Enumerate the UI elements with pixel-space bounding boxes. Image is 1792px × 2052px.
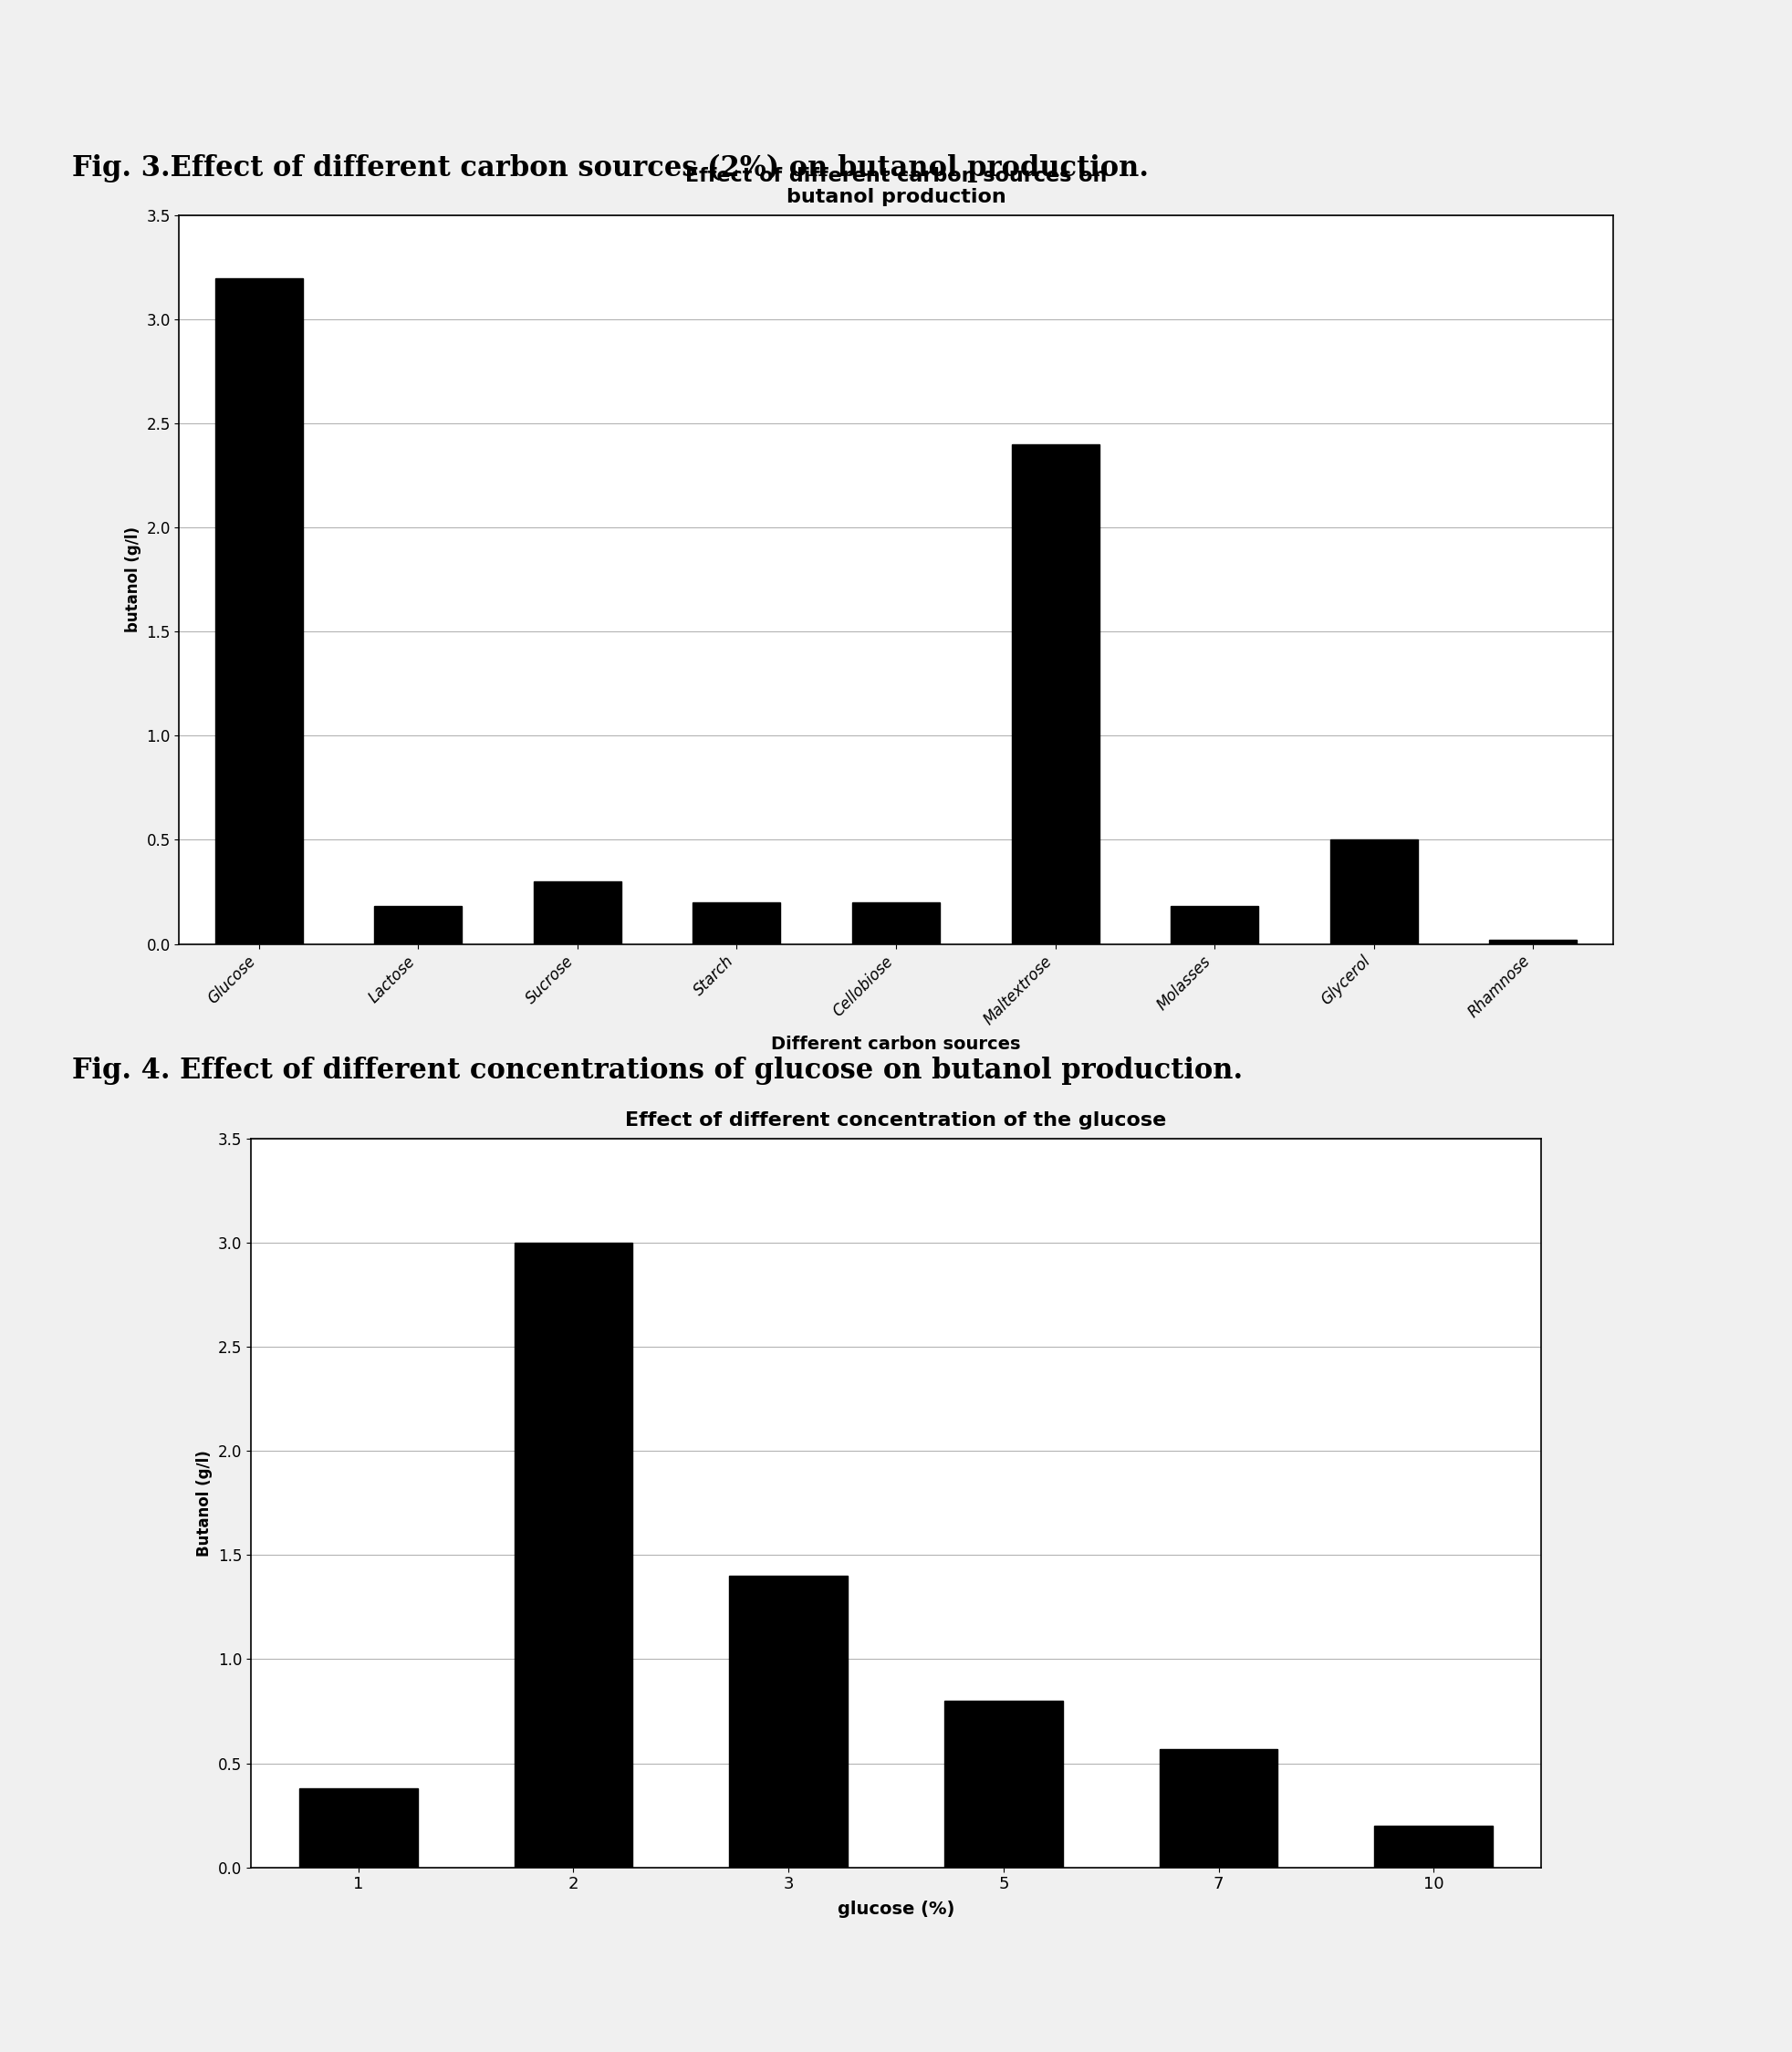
Text: Fig. 3.Effect of different carbon sources (2%) on butanol production.: Fig. 3.Effect of different carbon source… [72, 154, 1149, 183]
Bar [534, 882, 622, 944]
Y-axis label: Butanol (g/l): Butanol (g/l) [197, 1451, 213, 1555]
Bar [1159, 1748, 1278, 1867]
Bar [853, 903, 939, 944]
Bar [1374, 1826, 1493, 1867]
Bar [1011, 445, 1098, 944]
Bar [1170, 907, 1258, 944]
Bar [729, 1576, 848, 1867]
Title: Effect of different carbon sources on
butanol production: Effect of different carbon sources on bu… [685, 166, 1107, 207]
X-axis label: Different carbon sources: Different carbon sources [771, 1036, 1021, 1053]
Bar [299, 1787, 418, 1867]
Text: Fig. 4. Effect of different concentrations of glucose on butanol production.: Fig. 4. Effect of different concentratio… [72, 1057, 1242, 1086]
Bar [514, 1244, 633, 1867]
Title: Effect of different concentration of the glucose: Effect of different concentration of the… [625, 1112, 1167, 1131]
Bar [1330, 839, 1417, 944]
Bar [694, 903, 781, 944]
Bar [1489, 940, 1577, 944]
Bar [375, 907, 462, 944]
Bar [215, 277, 303, 944]
Y-axis label: butanol (g/l): butanol (g/l) [125, 527, 142, 632]
Bar [944, 1701, 1063, 1867]
X-axis label: glucose (%): glucose (%) [837, 1900, 955, 1917]
